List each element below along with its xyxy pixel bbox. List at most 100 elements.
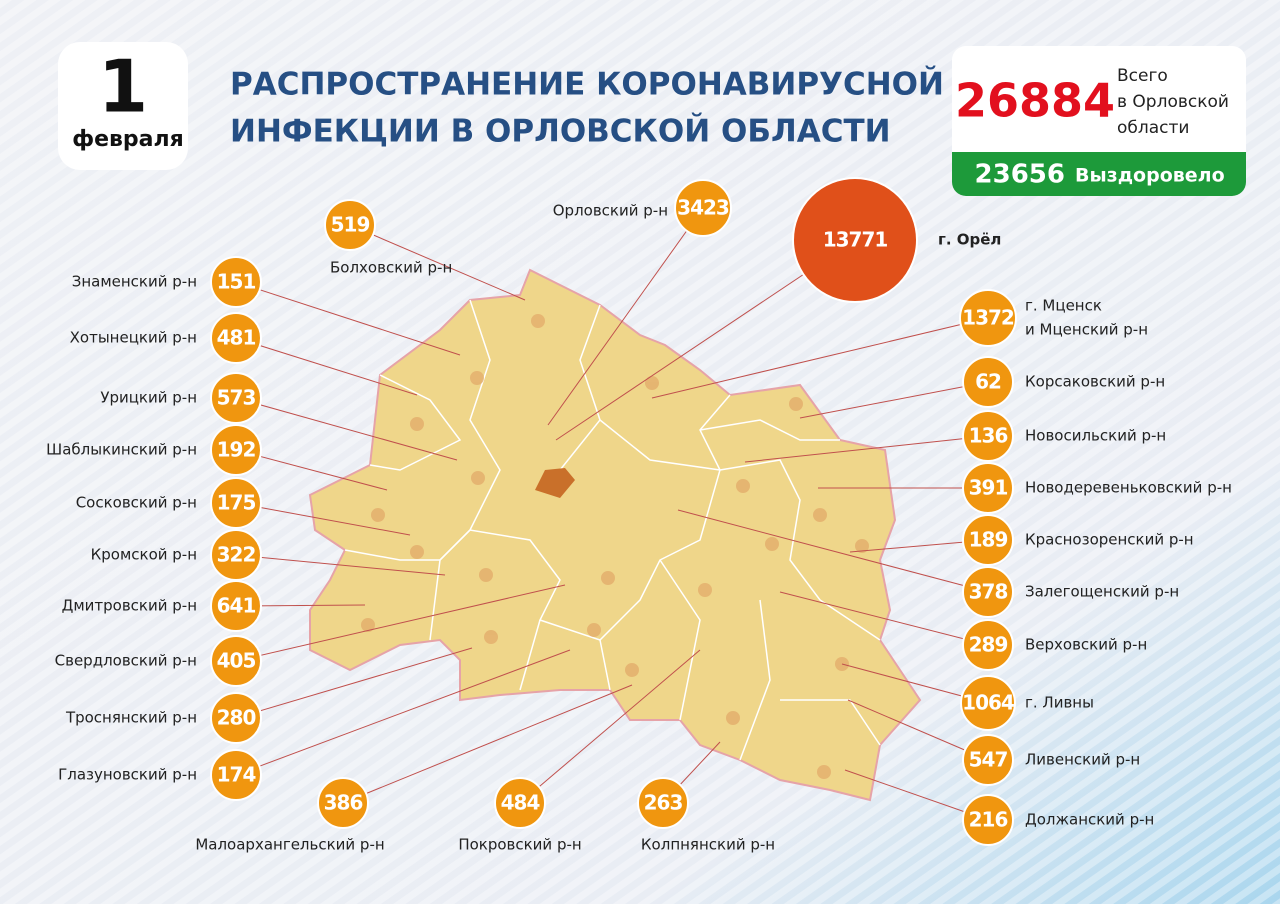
region-name: Залегощенский р-н xyxy=(1025,583,1179,601)
region-name: Шаблыкинский р-н xyxy=(46,441,197,459)
case-count: 289 xyxy=(969,633,1008,657)
case-count: 641 xyxy=(217,594,256,618)
region-name: Ливенский р-н xyxy=(1025,751,1140,769)
region-name: Орловский р-н xyxy=(553,202,668,220)
title-line: РАСПРОСТРАНЕНИЕ КОРОНАВИРУСНОЙ xyxy=(230,67,944,103)
case-count: 151 xyxy=(217,270,256,294)
case-circle xyxy=(960,675,1016,731)
leader-line xyxy=(235,584,566,662)
case-circle xyxy=(792,177,918,303)
region-name: Колпнянский р-н xyxy=(641,836,775,854)
region-name: Верховский р-н xyxy=(1025,636,1147,654)
total-cases: 26884 xyxy=(955,74,1115,128)
leader-line xyxy=(235,647,473,719)
region-name: Новосильский р-н xyxy=(1025,427,1166,445)
region-name: Троснянский р-н xyxy=(65,709,197,727)
case-circle xyxy=(962,356,1014,408)
leader-line xyxy=(779,591,989,646)
region-name: и Мценский р-н xyxy=(1025,321,1148,339)
case-circle xyxy=(959,289,1017,347)
leader-line xyxy=(677,509,989,593)
region-name: г. Ливны xyxy=(1025,694,1094,712)
case-count: 1064 xyxy=(962,691,1014,715)
case-circle xyxy=(962,410,1014,462)
recovered-label: Выздоровело xyxy=(1075,165,1225,187)
leader-line xyxy=(519,649,701,804)
case-count: 391 xyxy=(969,476,1008,500)
region-name: г. Мценск xyxy=(1025,297,1102,315)
case-count: 573 xyxy=(217,386,256,410)
leader-line xyxy=(547,207,704,426)
total-label: области xyxy=(1117,118,1189,138)
region-name: Дмитровский р-н xyxy=(62,597,197,615)
leader-line xyxy=(744,435,989,463)
case-count: 175 xyxy=(217,491,256,515)
case-count: 263 xyxy=(644,791,683,815)
leader-line xyxy=(235,554,446,576)
case-count: 322 xyxy=(217,543,256,567)
region-name: Краснозоренский р-н xyxy=(1025,531,1194,549)
case-count: 174 xyxy=(217,763,256,787)
case-count: 386 xyxy=(324,791,363,815)
region-name: Сосковский р-н xyxy=(76,494,197,512)
region-name: Болховский р-н xyxy=(330,259,452,277)
case-count: 189 xyxy=(969,528,1008,552)
case-count: 62 xyxy=(975,370,1001,394)
case-circle xyxy=(210,580,262,632)
map xyxy=(308,268,922,802)
case-count: 3423 xyxy=(677,196,729,220)
case-circle xyxy=(210,312,262,364)
case-count: 1372 xyxy=(962,306,1014,330)
region-name: Глазуновский р-н xyxy=(58,766,197,784)
case-count: 481 xyxy=(217,326,256,350)
region-name: г. Орёл xyxy=(938,231,1001,249)
case-count: 192 xyxy=(217,438,256,462)
recovered-count: 23656 xyxy=(975,160,1065,190)
region-name: Покровский р-н xyxy=(458,836,581,854)
region-name: Новодеревеньковский р-н xyxy=(1025,479,1232,497)
region-name: Малоархангельский р-н xyxy=(195,836,384,854)
date-day: 1 xyxy=(98,45,148,129)
leader-line xyxy=(235,649,571,776)
case-count: 280 xyxy=(217,706,256,730)
regions: 151 Знаменский р-н 481 Хотынецкий р-н 573 Ури… xyxy=(46,177,1232,854)
case-count: 136 xyxy=(969,424,1008,448)
leader-line xyxy=(342,684,633,804)
case-circle xyxy=(210,477,262,529)
case-count: 405 xyxy=(217,649,256,673)
region-name: Свердловский р-н xyxy=(55,652,197,670)
orel-city xyxy=(535,468,575,498)
date-month: февраля xyxy=(72,127,184,152)
leader-line xyxy=(235,281,461,356)
case-circle xyxy=(317,777,369,829)
region-name: Хотынецкий р-н xyxy=(70,329,197,347)
leader-line xyxy=(235,337,418,396)
case-count: 13771 xyxy=(823,228,888,252)
region-name: Должанский р-н xyxy=(1025,811,1154,829)
case-circle xyxy=(962,514,1014,566)
total-label: Всего xyxy=(1117,66,1168,86)
case-circle xyxy=(210,424,262,476)
case-count: 216 xyxy=(969,808,1008,832)
case-circle xyxy=(962,566,1014,618)
case-count: 378 xyxy=(969,580,1008,604)
case-circle xyxy=(962,734,1014,786)
case-count: 519 xyxy=(331,213,370,237)
leader-line xyxy=(651,317,989,399)
title-line: ИНФЕКЦИИ В ОРЛОВСКОЙ ОБЛАСТИ xyxy=(230,114,891,150)
region-name: Корсаковский р-н xyxy=(1025,373,1165,391)
case-circle xyxy=(210,749,262,801)
case-circle xyxy=(210,372,262,424)
total-label: в Орловской xyxy=(1117,92,1229,112)
leader-line xyxy=(235,397,458,461)
case-circle xyxy=(210,256,262,308)
region-name: Урицкий р-н xyxy=(100,389,197,407)
case-circle xyxy=(210,635,262,687)
case-circle xyxy=(637,777,689,829)
recovered-band xyxy=(952,152,1246,196)
date-box xyxy=(58,42,188,170)
case-circle xyxy=(494,777,546,829)
case-circle xyxy=(324,199,376,251)
case-count: 547 xyxy=(969,748,1008,772)
